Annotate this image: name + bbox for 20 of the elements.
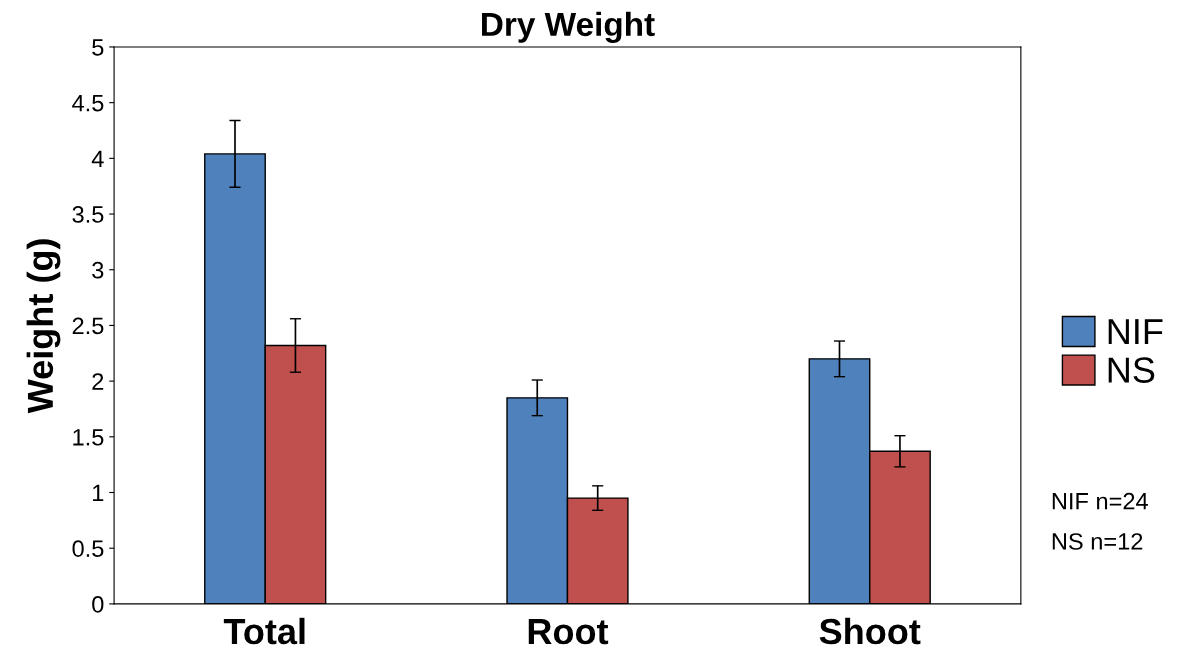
y-tick-label: 2.5 [72,317,104,335]
y-tick-label: 0 [92,595,104,613]
x-tick-label: Root [528,619,609,645]
y-tick-label: 3 [92,261,104,279]
legend-label: NIF [1108,319,1163,344]
x-tick-label: Shoot [819,617,921,645]
x-tick-label: Total [223,617,305,645]
y-tick-label: 3.5 [72,206,104,223]
y-tick-label: 4 [91,150,104,167]
y-tick-label: 1 [93,484,104,502]
text: NS n=12 [1052,533,1143,550]
legend-label: NS [1108,357,1155,383]
chart-title: Dry Weight [482,11,655,43]
y-tick-label: 2 [92,373,104,390]
y-tick-label: 0.5 [72,540,104,557]
y-tick-label: 1.5 [73,429,104,446]
text: NIF n=24 [1052,492,1148,510]
y-tick-label: 4.5 [72,94,104,112]
y-axis-title: Weight (g) [26,239,61,414]
y-tick-label: 5 [92,39,104,56]
